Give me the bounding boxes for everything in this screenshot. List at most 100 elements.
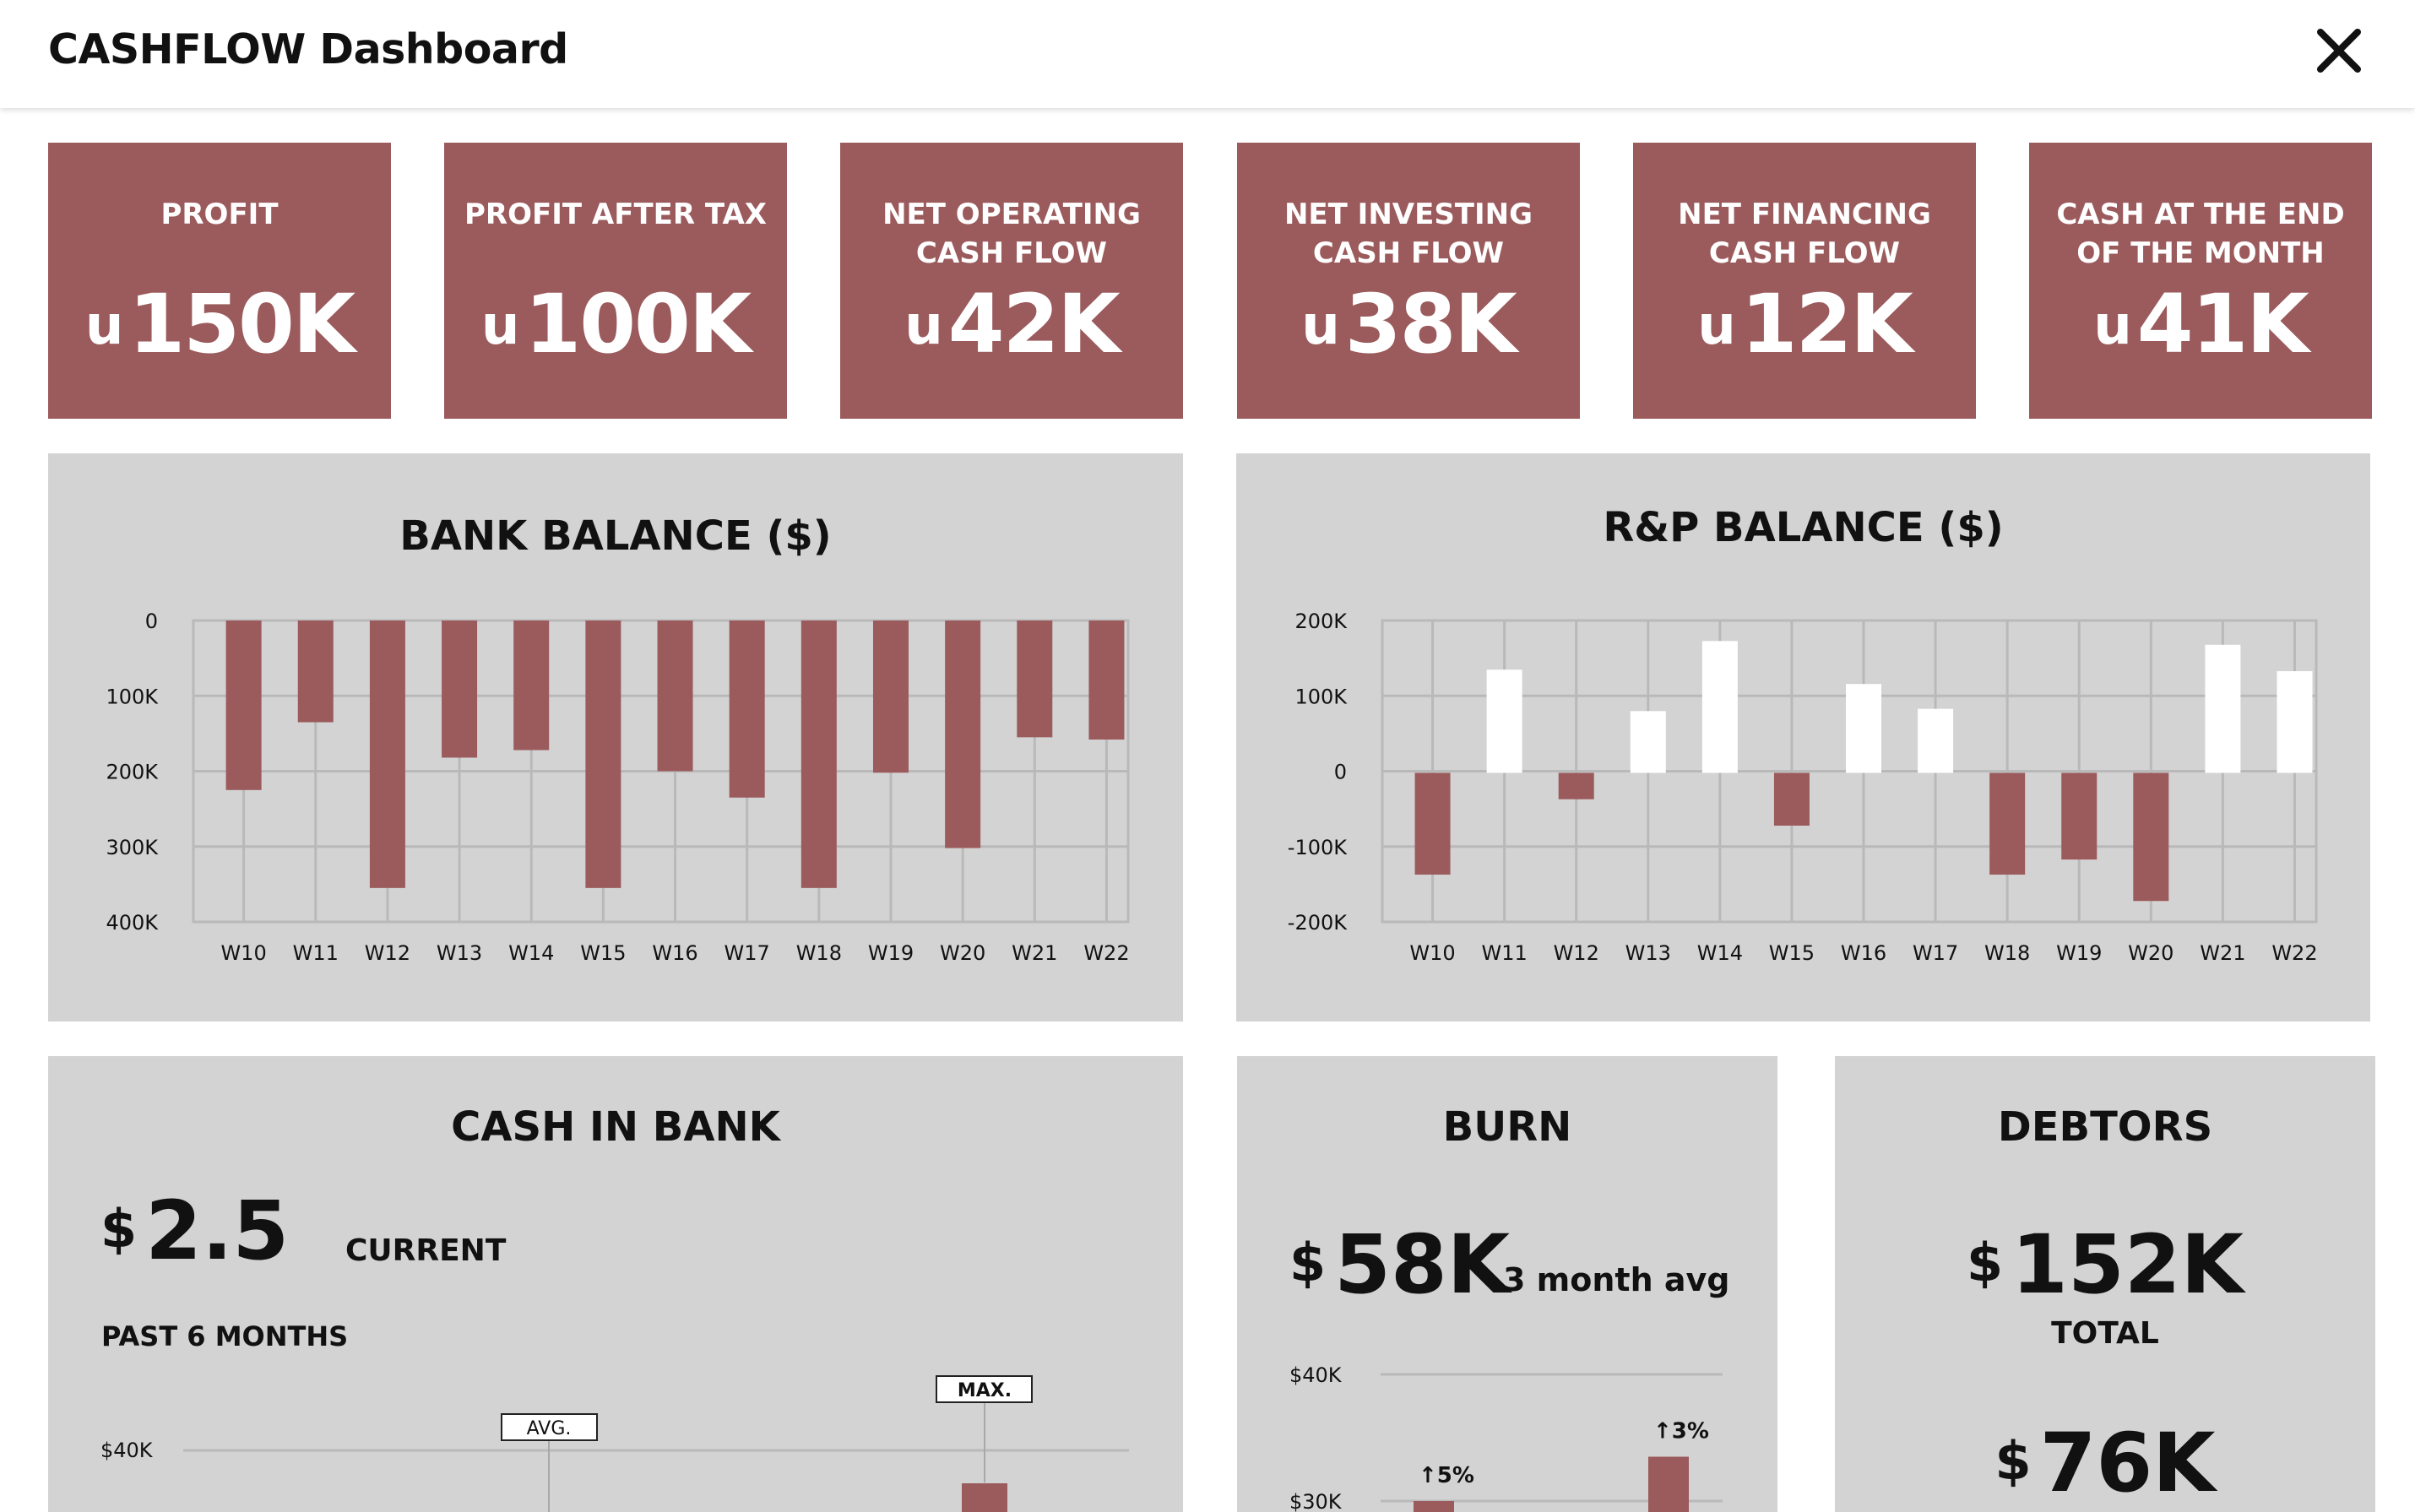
kpi-amount: 38K bbox=[1345, 277, 1516, 371]
bar-w15 bbox=[585, 621, 621, 888]
y-tick-label: $40K bbox=[1289, 1363, 1343, 1387]
bar-w21 bbox=[1017, 621, 1052, 737]
kpi-value: u150K bbox=[48, 278, 391, 372]
y-tick-label: -100K bbox=[1288, 836, 1348, 859]
debtors-total-amount: 152K bbox=[2011, 1217, 2244, 1312]
kpi-value: u12K bbox=[1633, 278, 1976, 372]
bar-w10 bbox=[1415, 773, 1451, 875]
kpi-amount: 42K bbox=[948, 277, 1119, 371]
debtors-total-label: TOTAL bbox=[1835, 1316, 2375, 1351]
x-tick-label: W17 bbox=[1913, 941, 1958, 965]
x-tick-label: W22 bbox=[1083, 941, 1129, 965]
bar-w16 bbox=[1846, 684, 1881, 772]
x-tick-label: W14 bbox=[1697, 941, 1743, 965]
y-tick-label: $40K bbox=[100, 1439, 154, 1462]
debtors-total-value: $152K bbox=[1835, 1217, 2375, 1311]
y-tick-label: 100K bbox=[1294, 685, 1348, 708]
x-tick-label: W20 bbox=[940, 941, 985, 965]
kpi-value: u38K bbox=[1237, 278, 1580, 372]
y-tick-label: 300K bbox=[106, 836, 159, 859]
bar-w22 bbox=[1088, 621, 1124, 740]
bar-w12 bbox=[1559, 773, 1594, 799]
burn-chart: $40K $30K ↑5% ↑3% bbox=[1237, 1056, 1777, 1512]
bar-w11 bbox=[1487, 669, 1522, 772]
x-tick-label: W15 bbox=[1769, 941, 1815, 965]
kpi-label: CASH AT THE END OF THE MONTH bbox=[2034, 195, 2367, 273]
x-tick-label: W22 bbox=[2271, 941, 2317, 965]
bar-w20 bbox=[945, 621, 980, 848]
kpi-currency: u bbox=[85, 295, 122, 357]
bar-w13 bbox=[1631, 711, 1666, 772]
burn-change-label: ↑3% bbox=[1653, 1419, 1709, 1444]
x-tick-label: W21 bbox=[2200, 941, 2245, 965]
x-tick-label: W10 bbox=[220, 941, 266, 965]
x-tick-label: W10 bbox=[1409, 941, 1455, 965]
x-tick-label: W19 bbox=[868, 941, 914, 965]
close-button[interactable] bbox=[2310, 22, 2368, 79]
x-tick-label: W13 bbox=[1625, 941, 1671, 965]
bar-w17 bbox=[1918, 709, 1953, 773]
y-tick-label: 200K bbox=[106, 761, 159, 784]
bar-w10 bbox=[226, 621, 262, 790]
bar-w13 bbox=[442, 621, 477, 757]
x-tick-label: W18 bbox=[1984, 941, 2030, 965]
kpi-label: NET INVESTING CASH FLOW bbox=[1242, 195, 1575, 273]
max-bar bbox=[962, 1483, 1007, 1512]
x-tick-label: W14 bbox=[508, 941, 554, 965]
avg-tag: AVG. bbox=[527, 1418, 572, 1439]
kpi-card-profit-after-tax: PROFIT AFTER TAX u100K bbox=[444, 143, 787, 419]
kpi-currency: u bbox=[1697, 295, 1734, 357]
kpi-label: NET OPERATING CASH FLOW bbox=[845, 195, 1178, 273]
y-tick-label: 400K bbox=[106, 911, 159, 935]
bar-w19 bbox=[2061, 773, 2097, 860]
kpi-amount: 150K bbox=[128, 277, 354, 371]
bar-w19 bbox=[873, 621, 909, 772]
kpi-currency: u bbox=[481, 295, 518, 357]
top-bar: CASHFLOW Dashboard bbox=[0, 0, 2415, 108]
x-tick-label: W12 bbox=[365, 941, 410, 965]
bar-w18 bbox=[801, 621, 837, 888]
bar-w20 bbox=[2133, 773, 2168, 902]
kpi-amount: 100K bbox=[524, 277, 750, 371]
y-tick-label: 0 bbox=[145, 610, 158, 633]
x-tick-label: W12 bbox=[1554, 941, 1599, 965]
x-tick-label: W16 bbox=[1841, 941, 1886, 965]
kpi-card-profit: PROFIT u150K bbox=[48, 143, 391, 419]
kpi-card-cash-end-of-month: CASH AT THE END OF THE MONTH u41K bbox=[2029, 143, 2372, 419]
kpi-value: u100K bbox=[444, 278, 787, 372]
currency-symbol: $ bbox=[1994, 1430, 2031, 1492]
debtors-title: DEBTORS bbox=[1835, 1103, 2375, 1151]
kpi-card-net-investing-cash-flow: NET INVESTING CASH FLOW u38K bbox=[1237, 143, 1580, 419]
burn-change-label: ↑5% bbox=[1419, 1463, 1474, 1488]
max-tag: MAX. bbox=[958, 1380, 1012, 1401]
bar-w11 bbox=[298, 621, 334, 722]
burn-bar bbox=[1414, 1501, 1454, 1512]
kpi-card-net-operating-cash-flow: NET OPERATING CASH FLOW u42K bbox=[840, 143, 1183, 419]
x-tick-label: W21 bbox=[1012, 941, 1057, 965]
bar-w14 bbox=[513, 621, 549, 751]
bar-w22 bbox=[2277, 671, 2312, 772]
debtors-panel: DEBTORS $152K TOTAL $76K bbox=[1835, 1056, 2375, 1512]
kpi-currency: u bbox=[2093, 295, 2130, 357]
kpi-currency: u bbox=[1301, 295, 1338, 357]
bar-w18 bbox=[1989, 773, 2025, 875]
x-tick-label: W17 bbox=[724, 941, 770, 965]
x-tick-label: W11 bbox=[293, 941, 339, 965]
kpi-value: u42K bbox=[840, 278, 1183, 372]
debtors-second-amount: 76K bbox=[2040, 1416, 2216, 1510]
debtors-second-value: $76K bbox=[1835, 1415, 2375, 1509]
bar-w21 bbox=[2205, 645, 2240, 773]
kpi-currency: u bbox=[904, 295, 942, 357]
cash-in-bank-chart: $40K AVG. MAX. bbox=[48, 1056, 1183, 1512]
x-tick-label: W15 bbox=[580, 941, 626, 965]
close-icon bbox=[2310, 22, 2368, 79]
burn-bar bbox=[1648, 1457, 1689, 1512]
kpi-label: PROFIT bbox=[53, 195, 386, 234]
y-tick-label: 0 bbox=[1334, 761, 1347, 784]
bar-w17 bbox=[730, 621, 765, 798]
x-tick-label: W20 bbox=[2128, 941, 2174, 965]
y-tick-label: -200K bbox=[1288, 911, 1348, 935]
y-tick-label: $30K bbox=[1289, 1490, 1343, 1512]
